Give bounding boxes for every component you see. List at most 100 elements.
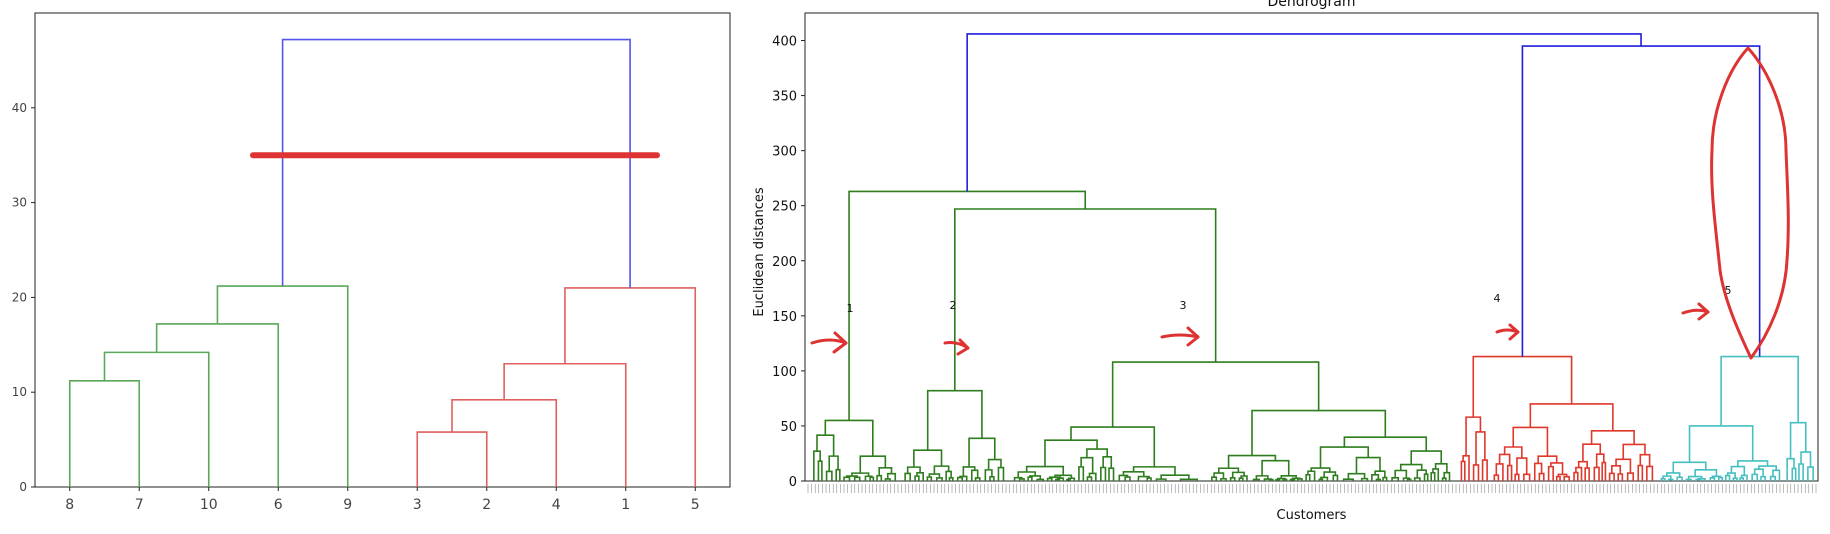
right-dendrogram-link [1637,464,1644,481]
cluster-number-label: 1 [847,302,854,315]
right-dendrogram-link [1772,469,1781,481]
right-dendrogram-link [1088,472,1097,481]
right-y-axis-label: Euclidean distances [752,187,767,316]
right-dendrogram-link [1111,361,1320,428]
right-dendrogram-link [1660,477,1666,481]
right-dendrogram-link [1413,477,1421,481]
right-dendrogram-link [1739,477,1745,481]
cluster-number-label: 2 [950,299,957,312]
left-y-tick-label: 0 [19,480,27,494]
right-dendrogram-link [1025,465,1065,476]
left-y-tick-label: 10 [12,385,27,399]
right-y-tick-label: 300 [772,145,797,160]
right-dendrogram-link [989,475,995,481]
right-dendrogram-link [1343,436,1428,452]
right-dendrogram-link [1694,469,1718,477]
right-dendrogram-link [1307,470,1316,481]
right-dendrogram-link [1282,478,1288,481]
left-x-tick-label: 3 [413,497,422,513]
right-dendrogram-link [878,467,893,476]
annotation-loop [1710,46,1790,360]
right-dendrogram-link [1231,471,1245,478]
right-dendrogram-link [1055,478,1061,481]
left-x-tick-label: 6 [274,497,283,513]
annotation-arrow-head [1508,323,1520,341]
right-dendrogram-link [1102,456,1113,469]
right-dendrogram-link [1155,478,1167,481]
right-dendrogram-link [1472,464,1480,481]
right-dendrogram-link [1056,477,1065,481]
left-x-tick-label: 10 [200,497,218,513]
right-y-tick-label: 50 [780,420,797,435]
right-dendrogram-link [1676,476,1683,481]
right-dendrogram-link [1137,475,1150,481]
right-dendrogram-link [1406,478,1412,481]
right-dendrogram-link [1319,446,1370,469]
right-y-tick-label: 350 [772,90,797,105]
right-dendrogram-link [1626,472,1634,481]
right-dendrogram-link [1666,472,1681,478]
right-dendrogram-link [1740,474,1748,481]
right-dendrogram-link [1240,475,1248,481]
annotation-arrow-head [832,331,848,354]
right-dendrogram-link [1029,475,1042,480]
right-dendrogram-link [1672,461,1707,473]
right-dendrogram-link [1054,474,1073,479]
right-dendrogram-link [1261,459,1290,476]
right-dendrogram-link [1320,476,1329,481]
right-dendrogram-link [1423,473,1429,481]
right-dendrogram-link [1238,477,1244,481]
right-dendrogram-link [1399,463,1423,471]
left-x-tick-label: 5 [691,497,700,513]
right-dendrogram-link [835,468,841,481]
right-dendrogram-link [974,477,981,481]
right-dendrogram-link [1375,478,1382,481]
right-dendrogram-link [1146,477,1152,481]
right-dendrogram-link [1521,45,1761,357]
right-dendrogram-link [1394,469,1408,479]
right-dendrogram-link [1753,468,1764,477]
right-dendrogram-link [1355,456,1381,474]
right-dendrogram-link [869,476,875,481]
right-dendrogram-link [1227,454,1277,469]
right-dendrogram-link [987,458,1002,470]
right-dendrogram-link [1310,467,1331,473]
right-dendrogram-link [1360,477,1369,481]
left-y-tick-label: 40 [12,101,27,115]
right-dendrogram-link [926,476,933,481]
left-plot-frame [34,12,731,488]
right-dendrogram-link [1318,478,1324,481]
right-dendrogram-link [1122,471,1145,477]
right-dendrogram-link [1251,409,1387,456]
right-dendrogram-link [1529,403,1614,431]
annotation-arrow [1160,333,1200,339]
right-dendrogram-link [1481,459,1488,481]
right-dendrogram-link [1342,478,1354,481]
left-y-tick-label: 30 [12,196,27,210]
right-dendrogram-link [1108,467,1115,481]
right-dendrogram-link [1611,465,1622,474]
cluster-number-label: 5 [1725,284,1732,297]
right-dendrogram-link [1211,476,1218,481]
right-dendrogram-link [1017,471,1036,478]
right-y-tick-label: 200 [772,255,797,270]
right-dendrogram-link [1018,478,1025,481]
right-dendrogram-link [1547,465,1554,481]
left-y-tick-label: 20 [12,290,27,304]
right-plot-frame [804,12,1819,482]
right-dendrogram-link [1789,421,1807,459]
right-dendrogram-link [966,33,1642,192]
right-dendrogram-link [1086,448,1109,458]
left-x-tick-label: 7 [135,497,144,513]
right-dendrogram-link [1506,464,1513,481]
right-dendrogram-chart: Dendrogram Customers Euclidean distances 0 5… [752,0,1819,523]
right-dendrogram-link [845,475,858,478]
cluster-number-label: 4 [1494,292,1501,305]
right-dendrogram-link [997,466,1005,481]
annotation-arrow-head [1186,326,1200,347]
left-dendrogram-link [281,38,631,288]
right-dendrogram-link [926,389,983,451]
right-dendrogram-link [1465,416,1482,456]
